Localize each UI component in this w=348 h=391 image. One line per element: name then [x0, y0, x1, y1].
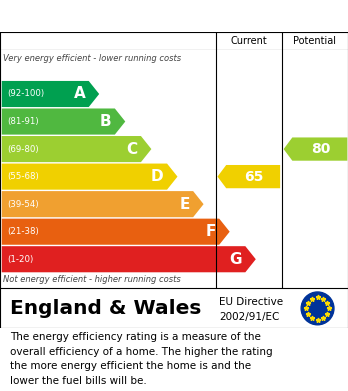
- Text: C: C: [126, 142, 137, 156]
- Text: (21-38): (21-38): [7, 227, 39, 236]
- Polygon shape: [2, 219, 230, 245]
- Polygon shape: [2, 246, 256, 272]
- Text: (39-54): (39-54): [7, 200, 39, 209]
- Text: D: D: [151, 169, 164, 184]
- Text: (92-100): (92-100): [7, 90, 44, 99]
- Text: The energy efficiency rating is a measure of the
overall efficiency of a home. T: The energy efficiency rating is a measur…: [10, 332, 273, 386]
- Polygon shape: [2, 136, 151, 162]
- Text: Energy Efficiency Rating: Energy Efficiency Rating: [60, 7, 288, 25]
- Text: E: E: [179, 197, 190, 212]
- Polygon shape: [218, 165, 280, 188]
- Text: B: B: [100, 114, 111, 129]
- Text: (81-91): (81-91): [7, 117, 39, 126]
- Text: England & Wales: England & Wales: [10, 298, 202, 317]
- Polygon shape: [284, 138, 347, 161]
- Text: Not energy efficient - higher running costs: Not energy efficient - higher running co…: [3, 275, 181, 284]
- Text: EU Directive: EU Directive: [219, 297, 283, 307]
- Text: G: G: [229, 252, 242, 267]
- Text: 65: 65: [244, 170, 264, 184]
- Polygon shape: [2, 163, 177, 190]
- Text: (69-80): (69-80): [7, 145, 39, 154]
- Text: Potential: Potential: [293, 36, 337, 46]
- Polygon shape: [2, 108, 125, 135]
- Circle shape: [301, 292, 334, 325]
- Text: 2002/91/EC: 2002/91/EC: [219, 312, 279, 322]
- Text: F: F: [205, 224, 216, 239]
- Text: (55-68): (55-68): [7, 172, 39, 181]
- Polygon shape: [2, 81, 99, 107]
- Text: 80: 80: [311, 142, 330, 156]
- Text: Very energy efficient - lower running costs: Very energy efficient - lower running co…: [3, 54, 182, 63]
- Text: A: A: [73, 86, 85, 102]
- Polygon shape: [2, 191, 204, 217]
- Text: Current: Current: [230, 36, 267, 46]
- Text: (1-20): (1-20): [7, 255, 33, 264]
